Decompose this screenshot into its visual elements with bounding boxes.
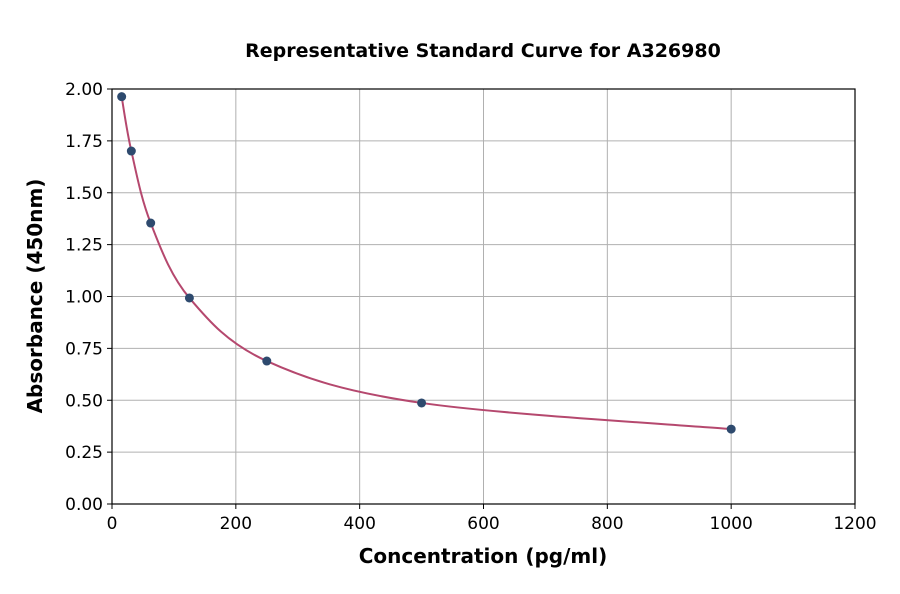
data-points — [117, 92, 736, 434]
data-point — [417, 398, 427, 408]
y-tick-label: 0.50 — [65, 391, 103, 411]
data-point — [146, 218, 156, 228]
y-tick-label: 0.00 — [65, 495, 103, 515]
data-point — [184, 293, 194, 303]
x-tick-label: 400 — [343, 514, 375, 534]
x-tick-label: 1000 — [710, 514, 753, 534]
grid — [111, 88, 856, 505]
y-tick-label: 1.00 — [65, 288, 103, 308]
y-tick-label: 0.75 — [65, 339, 103, 359]
y-tick-label: 0.25 — [65, 443, 103, 463]
y-tick-label: 1.75 — [65, 132, 103, 152]
x-tick-label: 200 — [220, 514, 252, 534]
x-axis-label: Concentration (pg/ml) — [359, 544, 608, 568]
data-point — [726, 424, 736, 434]
y-tick-label: 2.00 — [65, 80, 103, 100]
x-tick-label: 600 — [467, 514, 499, 534]
y-ticks: 0.00 0.25 0.50 0.75 1.00 1.25 1.50 1.75 2.00 — [65, 80, 112, 515]
x-tick-label: 800 — [591, 514, 623, 534]
data-point — [126, 146, 136, 156]
chart-title: Representative Standard Curve for A32698… — [245, 40, 721, 62]
fit-curve-group — [120, 96, 732, 431]
x-tick-label: 1200 — [833, 514, 876, 534]
data-point — [262, 356, 272, 366]
x-ticks: 0 200 400 600 800 1000 1200 — [107, 504, 877, 534]
x-tick-label: 0 — [107, 514, 118, 534]
data-point — [117, 92, 127, 102]
fit-curve — [120, 96, 732, 431]
y-tick-label: 1.25 — [65, 236, 103, 256]
y-axis-label: Absorbance (450nm) — [23, 179, 47, 414]
y-tick-label: 1.50 — [65, 184, 103, 204]
